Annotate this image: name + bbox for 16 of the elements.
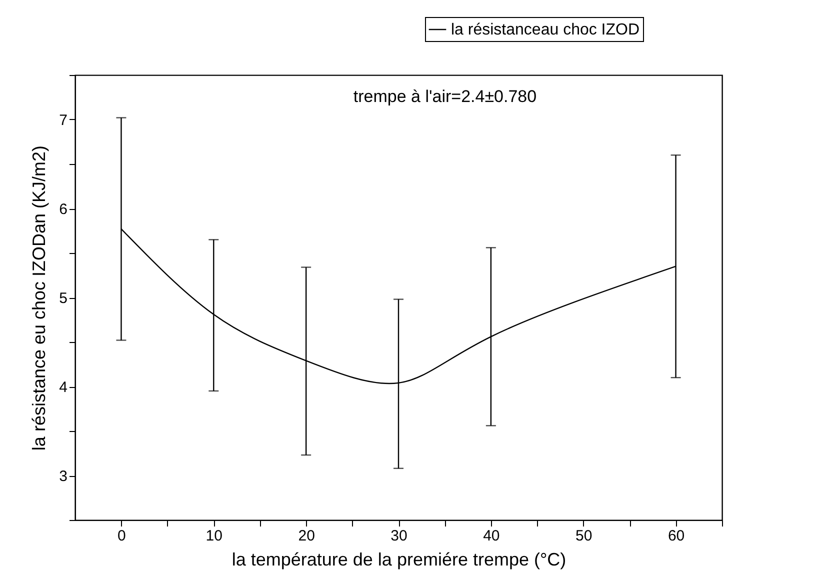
- x-axis-title: la température de la premiére trempe (°C): [232, 550, 566, 570]
- x-tick-label: 10: [206, 528, 222, 544]
- y-tick-label: 5: [59, 290, 68, 307]
- y-tick-label: 4: [59, 379, 68, 396]
- y-tick-label: 7: [59, 112, 68, 129]
- x-tick-label: 50: [576, 528, 592, 544]
- x-tick-label: 40: [483, 528, 500, 544]
- x-tick-label: 30: [390, 528, 408, 544]
- legend-label: la résistanceau choc IZOD: [451, 22, 640, 38]
- x-tick-label: 0: [118, 528, 126, 544]
- y-tick-label: 3: [59, 468, 68, 485]
- y-tick-label: 6: [59, 201, 68, 218]
- x-tick-label: 60: [668, 528, 685, 544]
- annotation: trempe à l'air=2.4±0.780: [353, 87, 537, 106]
- y-axis-title: la résistance eu choc IZODan (KJ/m2): [29, 145, 50, 451]
- x-tick-label: 20: [298, 528, 315, 544]
